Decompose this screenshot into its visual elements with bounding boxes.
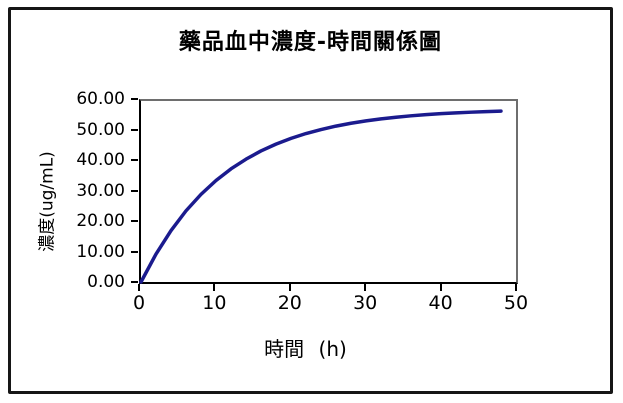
y-axis-title: 濃度(ug/mL) — [37, 151, 58, 252]
axis-tick — [131, 159, 138, 161]
plot-area — [139, 99, 518, 284]
x-tick-label: 20 — [277, 292, 302, 314]
y-tick-label: 60.00 — [76, 89, 125, 109]
y-tick-label: 20.00 — [76, 211, 125, 231]
axis-tick — [131, 250, 138, 253]
axis-tick — [131, 281, 138, 283]
figure-border: 藥品血中濃度-時間關係圖 濃度(ug/mL) 0.00 10.00 20.00 30.… — [8, 7, 613, 394]
axis-tick — [131, 128, 138, 131]
axis-tick — [131, 189, 138, 192]
x-tick-label: 50 — [503, 292, 529, 314]
x-tick-label: 40 — [428, 292, 453, 314]
x-axis-tick-labels: 0 10 20 30 40 50 — [133, 290, 528, 314]
y-tick-label: 0.00 — [87, 272, 125, 292]
y-tick-label: 30.00 — [76, 180, 125, 201]
y-tick-label: 50.00 — [76, 119, 125, 140]
axis-tick — [131, 220, 138, 222]
y-tick-label: 10.00 — [76, 241, 125, 262]
series-line — [139, 109, 503, 284]
y-tick-label: 40.00 — [76, 150, 125, 170]
chart-title: 藥品血中濃度-時間關係圖 — [178, 30, 443, 55]
x-tick-label: 0 — [132, 292, 146, 314]
x-axis-title: 時間 (h) — [264, 337, 347, 361]
x-tick-label: 10 — [202, 292, 227, 314]
x-tick-label: 30 — [353, 292, 378, 314]
axis-tick — [131, 98, 138, 100]
concentration-curve — [139, 109, 503, 284]
y-axis-tick-labels: 0.00 10.00 20.00 30.00 40.00 50.00 60.00 — [55, 89, 131, 292]
